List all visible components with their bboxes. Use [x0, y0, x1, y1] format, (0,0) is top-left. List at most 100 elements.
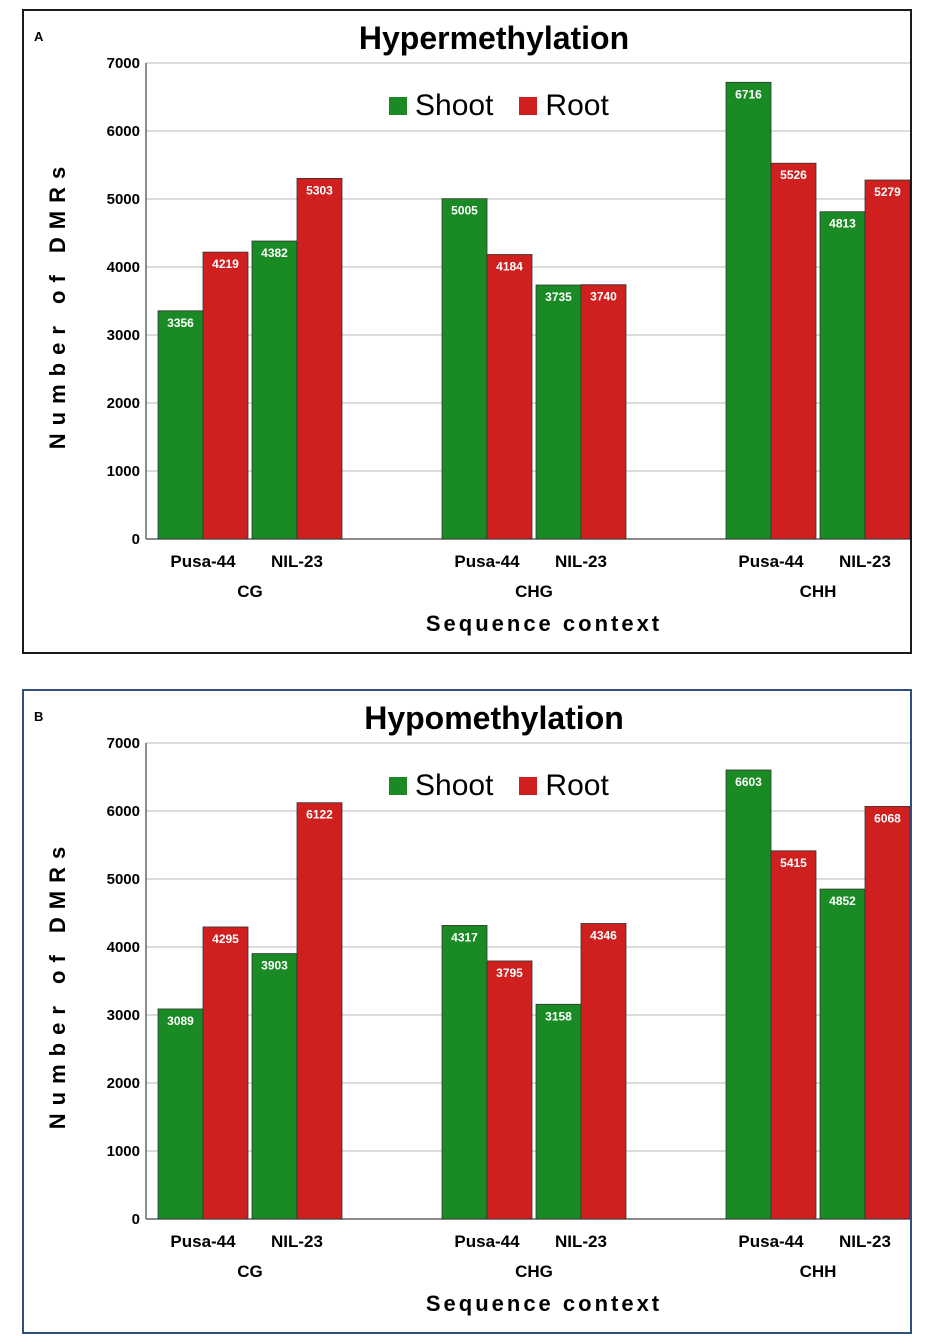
chart-title: Hypomethylation [364, 700, 624, 736]
x-subcategory-label: Pusa-44 [170, 1232, 236, 1251]
bar-shoot [535, 1003, 582, 1220]
legend-label-shoot: Shoot [415, 89, 494, 122]
bar-root [296, 177, 343, 540]
data-label: 3795 [496, 966, 523, 980]
y-tick-label: 4000 [107, 259, 140, 276]
y-tick-label: 4000 [107, 939, 140, 956]
legend-item-shoot: Shoot [389, 89, 493, 123]
bar-shoot [535, 284, 582, 540]
y-tick-label: 2000 [107, 395, 140, 412]
data-label: 4346 [590, 928, 617, 942]
bar-root [202, 926, 249, 1220]
data-label: 5005 [451, 204, 478, 218]
bar-shoot [157, 1008, 204, 1220]
data-label: 4813 [829, 217, 856, 231]
bar-root [580, 284, 627, 540]
data-label: 3089 [167, 1014, 194, 1028]
bar-shoot [157, 310, 204, 540]
y-tick-label: 3000 [107, 1007, 140, 1024]
legend: Shoot Root [389, 769, 635, 803]
bar-shoot [251, 953, 298, 1220]
data-label: 3158 [545, 1009, 572, 1023]
bar-root [486, 960, 533, 1220]
data-label: 3356 [167, 316, 194, 330]
legend-label-shoot: Shoot [415, 769, 494, 802]
data-label: 5415 [780, 856, 807, 870]
y-tick-label: 0 [132, 1211, 140, 1228]
panel-letter: A [34, 29, 44, 44]
data-label: 3735 [545, 290, 572, 304]
legend-swatch-root [519, 97, 538, 115]
legend-item-root: Root [519, 89, 609, 123]
x-group-label: CG [237, 1262, 263, 1281]
data-label: 4184 [496, 259, 523, 273]
bar-shoot [441, 925, 488, 1220]
data-label: 4382 [261, 246, 288, 260]
y-tick-label: 7000 [107, 55, 140, 72]
bar-root [296, 802, 343, 1220]
y-tick-label: 5000 [107, 191, 140, 208]
bar-shoot [725, 769, 772, 1220]
x-subcategory-label: Pusa-44 [454, 1232, 520, 1251]
y-tick-label: 2000 [107, 1075, 140, 1092]
legend-swatch-root [519, 777, 538, 795]
data-label: 6068 [874, 811, 901, 825]
data-label: 6603 [735, 775, 762, 789]
legend-swatch-shoot [389, 97, 407, 115]
bar-chart-plot: 0 1000 2000 3000 4000 5000 6000 7000 3089 4295 Pus… [107, 735, 910, 1281]
x-group-label: CHH [800, 1262, 837, 1281]
data-label: 5303 [306, 183, 333, 197]
bar-root [202, 251, 249, 540]
y-tick-label: 7000 [107, 735, 140, 752]
y-tick-label: 1000 [107, 463, 140, 480]
legend-label-root: Root [545, 89, 609, 122]
x-subcategory-label: NIL-23 [555, 552, 607, 571]
legend-swatch-shoot [389, 777, 407, 795]
data-label: 5279 [874, 185, 901, 199]
data-label: 4219 [212, 257, 239, 271]
legend: Shoot Root [389, 89, 635, 123]
bar-shoot [251, 240, 298, 540]
bar-root [864, 179, 910, 540]
data-label: 4295 [212, 932, 239, 946]
data-label: 3903 [261, 959, 288, 973]
y-tick-label: 3000 [107, 327, 140, 344]
y-tick-label: 5000 [107, 871, 140, 888]
x-subcategory-label: Pusa-44 [170, 552, 236, 571]
bar-root [770, 162, 817, 540]
legend-item-shoot: Shoot [389, 769, 493, 803]
bar-root [770, 850, 817, 1220]
x-subcategory-label: NIL-23 [271, 1232, 323, 1251]
data-label: 4317 [451, 930, 478, 944]
chart-panel-b: B Hypomethylation Shoot Root Number of D… [22, 689, 912, 1334]
bar-chart-plot: 0 1000 2000 3000 4000 5000 6000 7000 3356 4219 Pus… [107, 55, 910, 601]
x-subcategory-label: NIL-23 [271, 552, 323, 571]
bar-root [864, 805, 910, 1220]
panel-letter: B [34, 709, 44, 724]
x-subcategory-label: Pusa-44 [738, 1232, 804, 1251]
x-subcategory-label: Pusa-44 [738, 552, 804, 571]
x-subcategory-label: NIL-23 [555, 1232, 607, 1251]
chart-title: Hypermethylation [358, 20, 630, 56]
data-label: 5526 [780, 168, 807, 182]
y-tick-label: 1000 [107, 1143, 140, 1160]
y-tick-label: 0 [132, 531, 140, 548]
x-axis-title: Sequence context [425, 611, 663, 636]
x-group-label: CG [237, 582, 263, 601]
data-label: 3740 [590, 290, 617, 304]
legend-item-root: Root [519, 769, 609, 803]
y-tick-label: 6000 [107, 803, 140, 820]
chart-panel-a: A Hypermethylation Shoot Root Number of … [22, 9, 912, 654]
data-label: 6122 [306, 808, 333, 822]
x-group-label: CHG [515, 1262, 553, 1281]
bar-root [486, 254, 533, 540]
legend-label-root: Root [545, 769, 609, 802]
y-tick-label: 6000 [107, 123, 140, 140]
data-label: 6716 [735, 87, 762, 101]
x-subcategory-label: NIL-23 [839, 552, 891, 571]
x-group-label: CHH [800, 582, 837, 601]
bar-shoot [819, 211, 866, 540]
bar-shoot [441, 198, 488, 540]
x-subcategory-label: NIL-23 [839, 1232, 891, 1251]
bar-shoot [819, 888, 866, 1220]
